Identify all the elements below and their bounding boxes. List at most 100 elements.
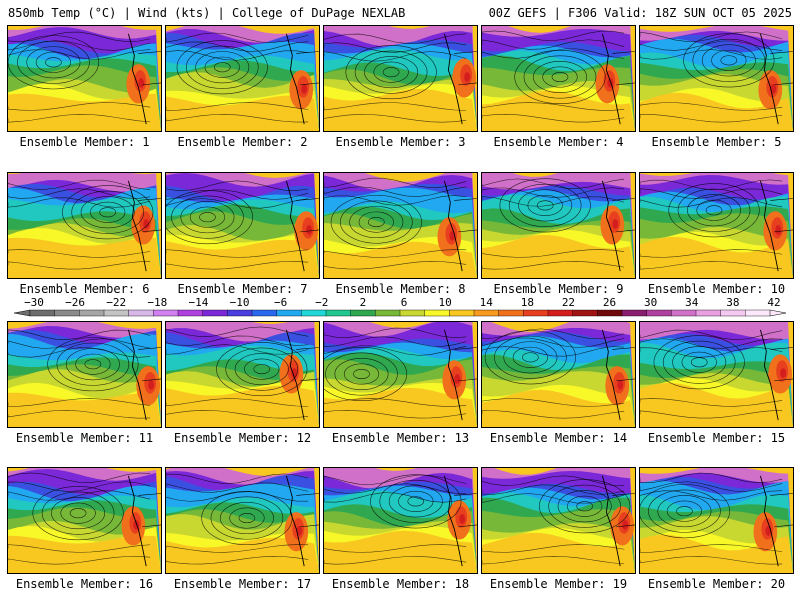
ensemble-member-panel: Ensemble Member: 20 <box>639 467 794 591</box>
colorbar-cell <box>251 309 278 317</box>
colorbar-tick-label: 26 <box>602 296 617 309</box>
ensemble-member-map <box>481 321 636 428</box>
colorbar-tick-label: −18 <box>147 296 168 309</box>
colorbar-tick-label: 2 <box>359 296 367 309</box>
ensemble-member-map <box>639 25 794 132</box>
colorbar-cell <box>597 309 623 317</box>
ensemble-member-label: Ensemble Member: 10 <box>647 282 786 296</box>
colorbar-cell <box>375 309 401 317</box>
ensemble-member-map <box>165 25 320 132</box>
ensemble-member-map <box>7 172 162 279</box>
colorbar-cells <box>13 309 787 317</box>
ensemble-member-panel: Ensemble Member: 4 <box>481 25 636 149</box>
ensemble-member-panel: Ensemble Member: 10 <box>639 172 794 296</box>
ensemble-member-panel: Ensemble Member: 18 <box>323 467 478 591</box>
colorbar-cell <box>695 309 722 317</box>
ensemble-member-label: Ensemble Member: 11 <box>15 431 154 445</box>
colorbar-cell <box>498 309 524 317</box>
ensemble-member-map <box>323 321 478 428</box>
colorbar-cell <box>79 309 105 317</box>
ensemble-member-panel: Ensemble Member: 12 <box>165 321 320 445</box>
ensemble-member-panel: Ensemble Member: 16 <box>7 467 162 591</box>
ensemble-member-map <box>639 321 794 428</box>
ensemble-member-map <box>323 172 478 279</box>
colorbar-tick-label: 10 <box>438 296 452 309</box>
colorbar-tick-label: 30 <box>644 296 658 309</box>
ensemble-member-map <box>323 467 478 574</box>
colorbar-cell <box>350 309 376 317</box>
ensemble-member-label: Ensemble Member: 2 <box>177 135 308 149</box>
ensemble-member-label: Ensemble Member: 5 <box>651 135 782 149</box>
ensemble-member-panel: Ensemble Member: 2 <box>165 25 320 149</box>
ensemble-member-label: Ensemble Member: 14 <box>489 431 628 445</box>
colorbar-tick-label: −10 <box>229 296 250 309</box>
panel-row-2: Ensemble Member: 6 Ensemble Member: 7 Ense… <box>7 172 794 320</box>
ensemble-member-panel: Ensemble Member: 6 <box>7 172 162 296</box>
ensemble-member-map <box>165 172 320 279</box>
colorbar-graphic <box>13 309 787 317</box>
ensemble-member-label: Ensemble Member: 16 <box>15 577 154 591</box>
colorbar-tick-label: −6 <box>274 296 288 309</box>
ensemble-member-panel: Ensemble Member: 17 <box>165 467 320 591</box>
colorbar-tick-label: 18 <box>520 296 534 309</box>
ensemble-member-label: Ensemble Member: 12 <box>173 431 312 445</box>
colorbar-cell <box>399 309 426 317</box>
colorbar-cell <box>547 309 574 317</box>
colorbar-tick-label: 34 <box>685 296 699 309</box>
ensemble-member-map <box>639 467 794 574</box>
colorbar-cell <box>177 309 204 317</box>
colorbar-tick-label: 14 <box>479 296 493 309</box>
ensemble-member-label: Ensemble Member: 13 <box>331 431 470 445</box>
ensemble-member-map <box>481 467 636 574</box>
ensemble-member-label: Ensemble Member: 18 <box>331 577 470 591</box>
ensemble-member-label: Ensemble Member: 4 <box>493 135 624 149</box>
ensemble-member-label: Ensemble Member: 3 <box>335 135 466 149</box>
ensemble-member-label: Ensemble Member: 19 <box>489 577 628 591</box>
colorbar-tick-label: 42 <box>767 296 781 309</box>
panel-row-3: Ensemble Member: 11 Ensemble Member: 12 En… <box>7 321 794 469</box>
panel-row-1: Ensemble Member: 1 Ensemble Member: 2 Ense… <box>7 25 794 173</box>
ensemble-member-panel: Ensemble Member: 14 <box>481 321 636 445</box>
ensemble-member-label: Ensemble Member: 20 <box>647 577 786 591</box>
colorbar-cell <box>128 309 154 317</box>
colorbar-cell <box>621 309 648 317</box>
ensemble-member-panel: Ensemble Member: 19 <box>481 467 636 591</box>
colorbar-cell <box>103 309 130 317</box>
ensemble-member-label: Ensemble Member: 15 <box>647 431 786 445</box>
colorbar-cell <box>54 309 80 317</box>
colorbar-arrow-high <box>769 309 787 317</box>
colorbar-cell <box>301 309 327 317</box>
colorbar-cell <box>424 309 450 317</box>
ensemble-member-panel: Ensemble Member: 7 <box>165 172 320 296</box>
colorbar-cell <box>276 309 302 317</box>
ensemble-member-panel: Ensemble Member: 8 <box>323 172 478 296</box>
ensemble-member-panel: Ensemble Member: 15 <box>639 321 794 445</box>
ensemble-member-panel: Ensemble Member: 13 <box>323 321 478 445</box>
ensemble-member-label: Ensemble Member: 1 <box>19 135 150 149</box>
panel-row-4: Ensemble Member: 16 Ensemble Member: 17 En… <box>7 467 794 615</box>
ensemble-member-map <box>7 467 162 574</box>
colorbar-cell <box>153 309 179 317</box>
ensemble-member-map <box>323 25 478 132</box>
ensemble-member-map <box>639 172 794 279</box>
colorbar-cell <box>202 309 228 317</box>
colorbar-cell <box>745 309 771 317</box>
colorbar-cell <box>449 309 475 317</box>
ensemble-member-panel: Ensemble Member: 3 <box>323 25 478 149</box>
ensemble-member-label: Ensemble Member: 8 <box>335 282 466 296</box>
colorbar-tick-label: −22 <box>106 296 127 309</box>
colorbar-arrow-low <box>13 309 31 317</box>
chart-title: 850mb Temp (°C) | Wind (kts) | College o… <box>8 6 406 20</box>
colorbar-tick-label: 38 <box>726 296 740 309</box>
ensemble-member-panel: Ensemble Member: 9 <box>481 172 636 296</box>
ensemble-member-label: Ensemble Member: 7 <box>177 282 308 296</box>
temperature-colorbar: −30 −26 −22 −18 −14 −10 −6 −2 2 6 10 14 18 22 26 30 34 38… <box>0 296 800 321</box>
ensemble-member-panel: Ensemble Member: 11 <box>7 321 162 445</box>
ensemble-member-map <box>165 321 320 428</box>
colorbar-tick-label: −26 <box>65 296 86 309</box>
colorbar-cell <box>646 309 672 317</box>
colorbar-cell <box>325 309 352 317</box>
model-run-info: 00Z GEFS | F306 Valid: 18Z SUN OCT 05 20… <box>488 6 792 20</box>
colorbar-cell <box>29 309 56 317</box>
colorbar-tick-label: 22 <box>561 296 576 309</box>
